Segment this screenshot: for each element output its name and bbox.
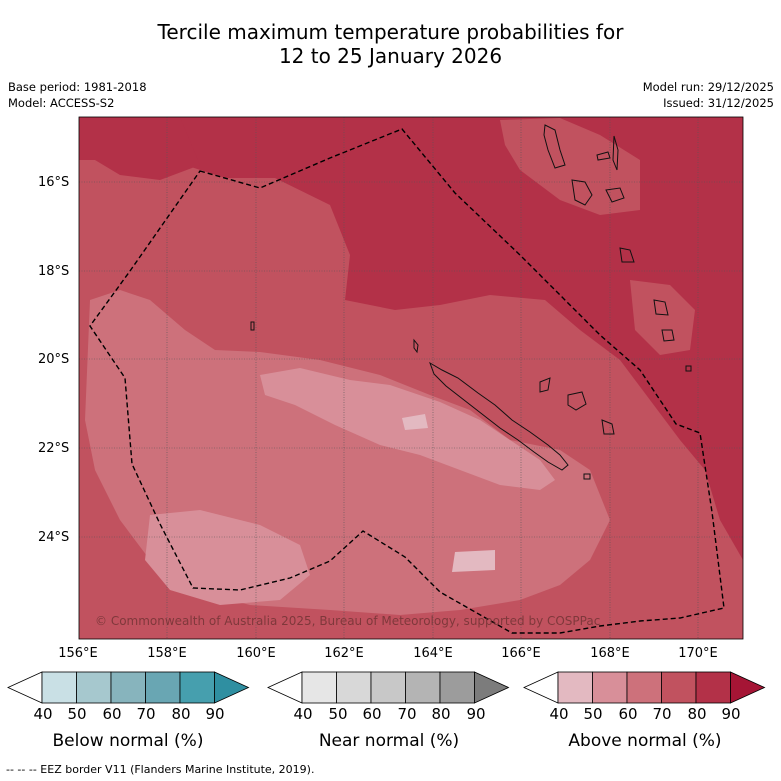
new-caledonia-island: [429, 361, 569, 471]
below-colorbar-under: [7, 671, 43, 704]
vanuatu-efate: [605, 187, 625, 203]
above-colorbar-bin-2: [592, 671, 628, 704]
lon-label-164e: 164°E: [413, 646, 453, 661]
lat-label-20s: 20°S: [38, 352, 70, 367]
lon-label-158e: 158°E: [147, 646, 187, 661]
above-normal-title: Above normal (%): [568, 731, 722, 751]
below-tick-50: 50: [67, 705, 87, 723]
near-colorbar-bin-2: [336, 671, 372, 704]
above-colorbar-bin-1: [557, 671, 593, 704]
model-run: Model run: 29/12/2025: [642, 80, 774, 94]
near-normal-title: Near normal (%): [318, 731, 460, 751]
lat-label-16s: 16°S: [38, 175, 70, 190]
near-tick-50: 50: [328, 705, 348, 723]
lon-label-168e: 168°E: [590, 646, 630, 661]
below-colorbar-bin-4: [145, 671, 181, 704]
above-tick-70: 70: [652, 705, 672, 723]
field-40-50: [452, 550, 495, 572]
lat-label-22s: 22°S: [38, 441, 70, 456]
near-colorbar-under: [267, 671, 303, 704]
vanuatu-erromango: [619, 247, 635, 263]
above-colorbar-under: [523, 671, 559, 704]
near-colorbar-bin-1: [301, 671, 337, 704]
above-tick-80: 80: [687, 705, 707, 723]
near-colorbar-over: [474, 671, 510, 704]
small-islet-2: [685, 365, 692, 372]
copyright-notice: © Commonwealth of Australia 2025, Bureau…: [95, 614, 601, 628]
probability-field: [79, 117, 743, 639]
above-tick-50: 50: [583, 705, 603, 723]
below-colorbar-bin-1: [41, 671, 77, 704]
vanuatu-espiritu-santo: [543, 124, 566, 169]
vanuatu-malekula: [571, 179, 593, 206]
near-tick-80: 80: [431, 705, 451, 723]
near-tick-60: 60: [362, 705, 382, 723]
below-normal-title: Below normal (%): [52, 731, 204, 751]
below-tick-90: 90: [205, 705, 225, 723]
vanuatu-aneityum: [661, 329, 675, 342]
below-colorbar-bin-5: [179, 671, 215, 704]
below-colorbar-over: [214, 671, 250, 704]
below-colorbar-bin-3: [110, 671, 146, 704]
above-colorbar-bin-4: [661, 671, 697, 704]
near-colorbar-bin-5: [439, 671, 475, 704]
above-tick-90: 90: [721, 705, 741, 723]
colorbars: [7, 671, 766, 704]
islands: [250, 124, 692, 480]
eez-border: [89, 128, 725, 634]
near-tick-70: 70: [397, 705, 417, 723]
graticule: [79, 117, 743, 639]
field-40-50-center: [402, 414, 428, 430]
map-title-line2: 12 to 25 January 2026: [278, 44, 503, 68]
vanuatu-pentecost: [612, 135, 619, 171]
lon-label-166e: 166°E: [501, 646, 541, 661]
below-colorbar-bin-2: [76, 671, 112, 704]
field-70-80-northwest: [79, 117, 200, 180]
lon-label-160e: 160°E: [236, 646, 276, 661]
loyalty-island-2: [567, 391, 587, 411]
eez-footnote: -- -- -- EEZ border V11 (Flanders Marine…: [6, 763, 315, 776]
model-name: Model: ACCESS-S2: [8, 96, 115, 110]
above-colorbar-bin-3: [626, 671, 662, 704]
small-islet-1: [250, 321, 255, 331]
lat-label-18s: 18°S: [38, 264, 70, 279]
field-50-60-south: [145, 510, 310, 605]
near-tick-40: 40: [293, 705, 313, 723]
map-title-line1: Tercile maximum temperature probabilitie…: [157, 20, 624, 44]
near-tick-90: 90: [466, 705, 486, 723]
field-70-80-northeast: [500, 118, 640, 215]
field-70-80-east: [630, 280, 695, 355]
below-tick-70: 70: [136, 705, 156, 723]
vanuatu-ambae: [596, 151, 611, 161]
below-tick-80: 80: [171, 705, 191, 723]
issued-date: Issued: 31/12/2025: [663, 96, 774, 110]
below-tick-60: 60: [102, 705, 122, 723]
above-tick-60: 60: [618, 705, 638, 723]
base-period: Base period: 1981-2018: [8, 80, 147, 94]
loyalty-island-3: [601, 419, 615, 435]
near-colorbar-bin-3: [370, 671, 406, 704]
lon-label-170e: 170°E: [678, 646, 718, 661]
above-tick-40: 40: [549, 705, 569, 723]
above-colorbar-bin-5: [695, 671, 731, 704]
loyalty-island-1: [539, 377, 551, 393]
near-colorbar-bin-4: [405, 671, 441, 704]
lon-label-162e: 162°E: [324, 646, 364, 661]
map-frame: [78, 116, 744, 640]
below-tick-40: 40: [33, 705, 53, 723]
vanuatu-tanna: [653, 299, 669, 316]
lon-label-156e: 156°E: [58, 646, 98, 661]
small-islet-3: [413, 338, 419, 354]
isle-of-pines: [583, 473, 591, 480]
above-colorbar-over: [730, 671, 766, 704]
lat-label-24s: 24°S: [38, 530, 70, 545]
